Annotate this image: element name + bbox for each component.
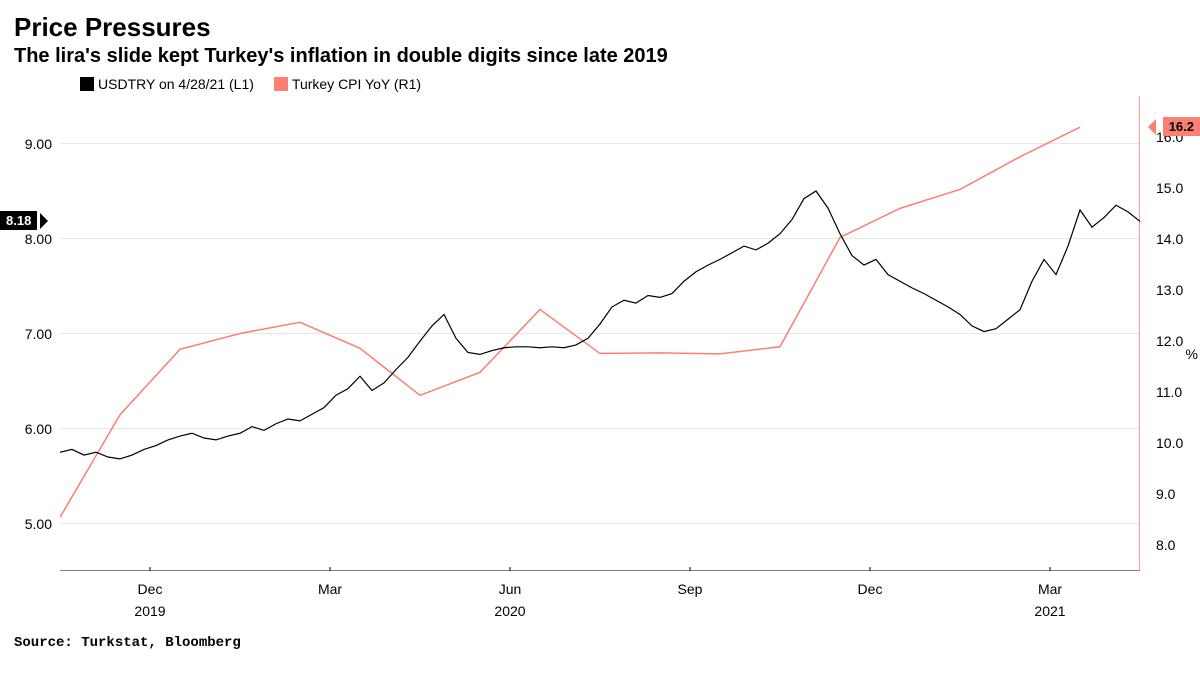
y-tick-label: 9.00 <box>25 136 52 152</box>
y-tick-label: 14.0 <box>1156 231 1183 247</box>
x-axis-months: Dec Mar Jun Sep Dec Mar <box>60 581 1140 601</box>
x-tick-label: Jun <box>499 581 522 597</box>
right-y-axis: 8.09.010.011.012.013.014.015.016.016.2 <box>1142 96 1200 571</box>
y-tick-label: 12.0 <box>1156 333 1183 349</box>
x-tick-label: Dec <box>138 581 163 597</box>
x-tick-label: Mar <box>1038 581 1062 597</box>
marker-arrow-icon <box>40 213 48 229</box>
legend: USDTRY on 4/28/21 (L1) Turkey CPI YoY (R… <box>80 76 421 92</box>
right-y-axis-label: % <box>1186 346 1198 362</box>
x-tick-label: Mar <box>318 581 342 597</box>
marker-arrow-icon <box>1148 119 1156 135</box>
legend-item-usdtry: USDTRY on 4/28/21 (L1) <box>80 76 254 92</box>
y-tick-label: 7.00 <box>25 326 52 342</box>
legend-label: Turkey CPI YoY (R1) <box>292 76 421 92</box>
legend-swatch-icon <box>274 77 288 91</box>
y-tick-label: 10.0 <box>1156 435 1183 451</box>
chart-subtitle: The lira's slide kept Turkey's inflation… <box>0 45 1200 68</box>
chart-container: Price Pressures The lira's slide kept Tu… <box>0 0 1200 675</box>
left-marker-badge: 8.18 <box>0 211 37 230</box>
y-tick-label: 8.00 <box>25 231 52 247</box>
chart-title: Price Pressures <box>0 12 1200 43</box>
left-y-axis: 5.00 6.00 7.00 8.00 9.00 8.18 <box>0 96 58 571</box>
y-tick-label: 5.00 <box>25 516 52 532</box>
legend-label: USDTRY on 4/28/21 (L1) <box>98 76 254 92</box>
y-tick-label: 11.0 <box>1156 384 1182 400</box>
legend-swatch-icon <box>80 77 94 91</box>
y-tick-label: 15.0 <box>1156 180 1183 196</box>
y-tick-label: 6.00 <box>25 421 52 437</box>
x-tick-label: Sep <box>678 581 703 597</box>
x-axis-years: 2019 2020 2021 <box>60 603 1140 623</box>
x-year-label: 2019 <box>134 603 165 619</box>
plot-area <box>60 96 1140 571</box>
y-tick-label: 9.0 <box>1156 486 1175 502</box>
x-year-label: 2021 <box>1034 603 1065 619</box>
y-tick-label: 13.0 <box>1156 282 1183 298</box>
x-year-label: 2020 <box>494 603 525 619</box>
source-attribution: Source: Turkstat, Bloomberg <box>0 635 1200 651</box>
legend-item-cpi: Turkey CPI YoY (R1) <box>274 76 421 92</box>
chart-area: USDTRY on 4/28/21 (L1) Turkey CPI YoY (R… <box>0 76 1200 631</box>
right-marker-badge: 16.2 <box>1163 117 1200 136</box>
x-tick-label: Dec <box>858 581 883 597</box>
y-tick-label: 8.0 <box>1156 537 1175 553</box>
